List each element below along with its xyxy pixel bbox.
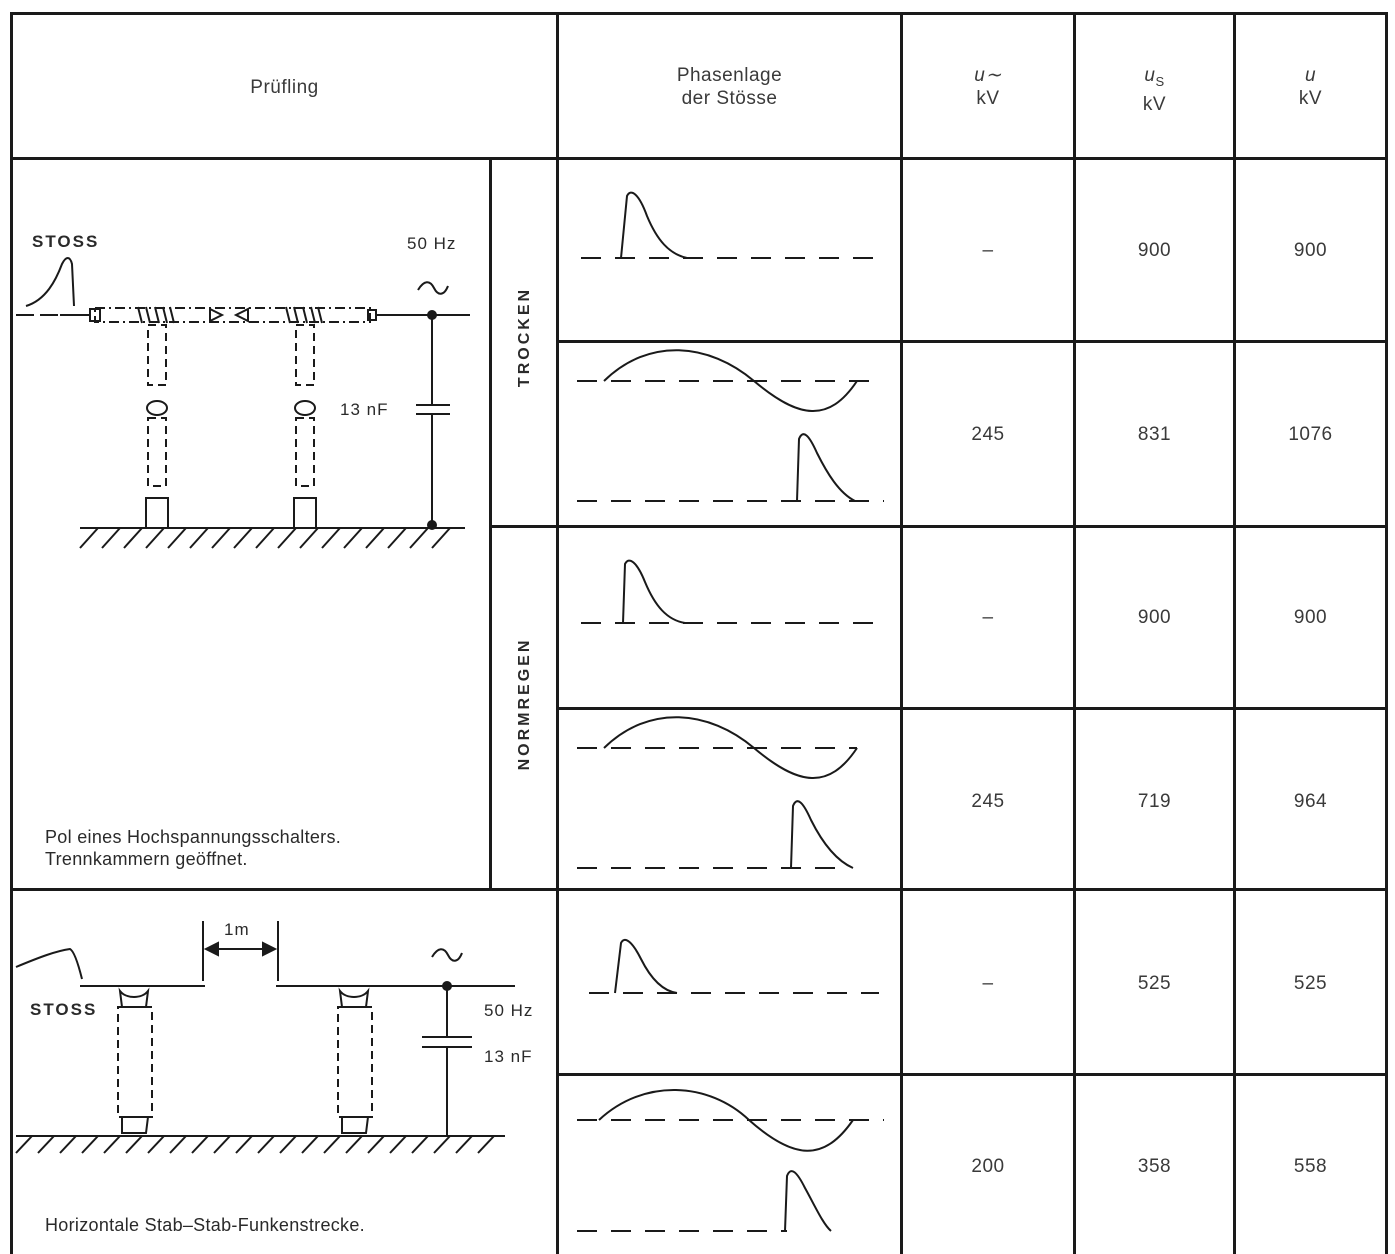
header-u-ac: u∼ kV: [974, 65, 1002, 109]
cell-us: 900: [1137, 240, 1172, 261]
cell-us: 719: [1137, 791, 1172, 812]
caption-rod-gap: Horizontale Stab–Stab-Funkenstrecke.: [45, 1215, 365, 1235]
cell-us: 831: [1137, 424, 1172, 445]
freq-label-2: 50 Hz: [484, 1001, 534, 1020]
header-us: uS kV: [1142, 65, 1167, 115]
condition-rain: NORMREGEN: [516, 637, 533, 771]
cell-us: 525: [1137, 973, 1172, 994]
cap-label-1: 13 nF: [340, 400, 389, 419]
cell-u: 1076: [1288, 424, 1333, 445]
cell-u-ac: –: [982, 973, 994, 994]
freq-label-1: 50 Hz: [407, 234, 457, 253]
stoss-label-2: STOSS: [30, 1000, 98, 1019]
phase-sine-impulse-3: [577, 1089, 884, 1232]
cap-label-2: 13 nF: [484, 1047, 533, 1066]
cell-u-ac: 245: [971, 424, 1005, 445]
cell-u: 900: [1293, 240, 1328, 261]
cell-u: 525: [1293, 973, 1328, 994]
cell-us: 358: [1137, 1156, 1172, 1177]
cell-u: 558: [1293, 1156, 1328, 1177]
cell-us: 900: [1137, 607, 1172, 628]
cell-u-ac: 200: [971, 1156, 1005, 1177]
phase-sine-impulse-1: [577, 349, 884, 502]
caption-breaker: Pol eines Hochspannungsschalters. Trennk…: [45, 827, 342, 869]
phase-impulse-only-3: [589, 938, 879, 994]
cell-u: 900: [1293, 607, 1328, 628]
distance-label: 1m: [224, 920, 250, 939]
cell-u-ac: 245: [971, 791, 1005, 812]
breaker-pole-diagram: [16, 257, 470, 549]
stoss-label-1: STOSS: [32, 232, 100, 251]
phase-impulse-only-1: [581, 191, 884, 259]
phase-impulse-only-2: [581, 559, 884, 624]
header-u: u kV: [1298, 65, 1323, 109]
rod-gap-diagram: [15, 921, 515, 1154]
cell-u: 964: [1293, 791, 1328, 812]
header-phasenlage: Phasenlage der Stösse: [676, 65, 783, 109]
header-pruefling: Prüfling: [250, 77, 319, 98]
phase-sine-impulse-2: [577, 716, 858, 869]
cell-u-ac: –: [982, 607, 994, 628]
cell-u-ac: –: [982, 240, 994, 261]
